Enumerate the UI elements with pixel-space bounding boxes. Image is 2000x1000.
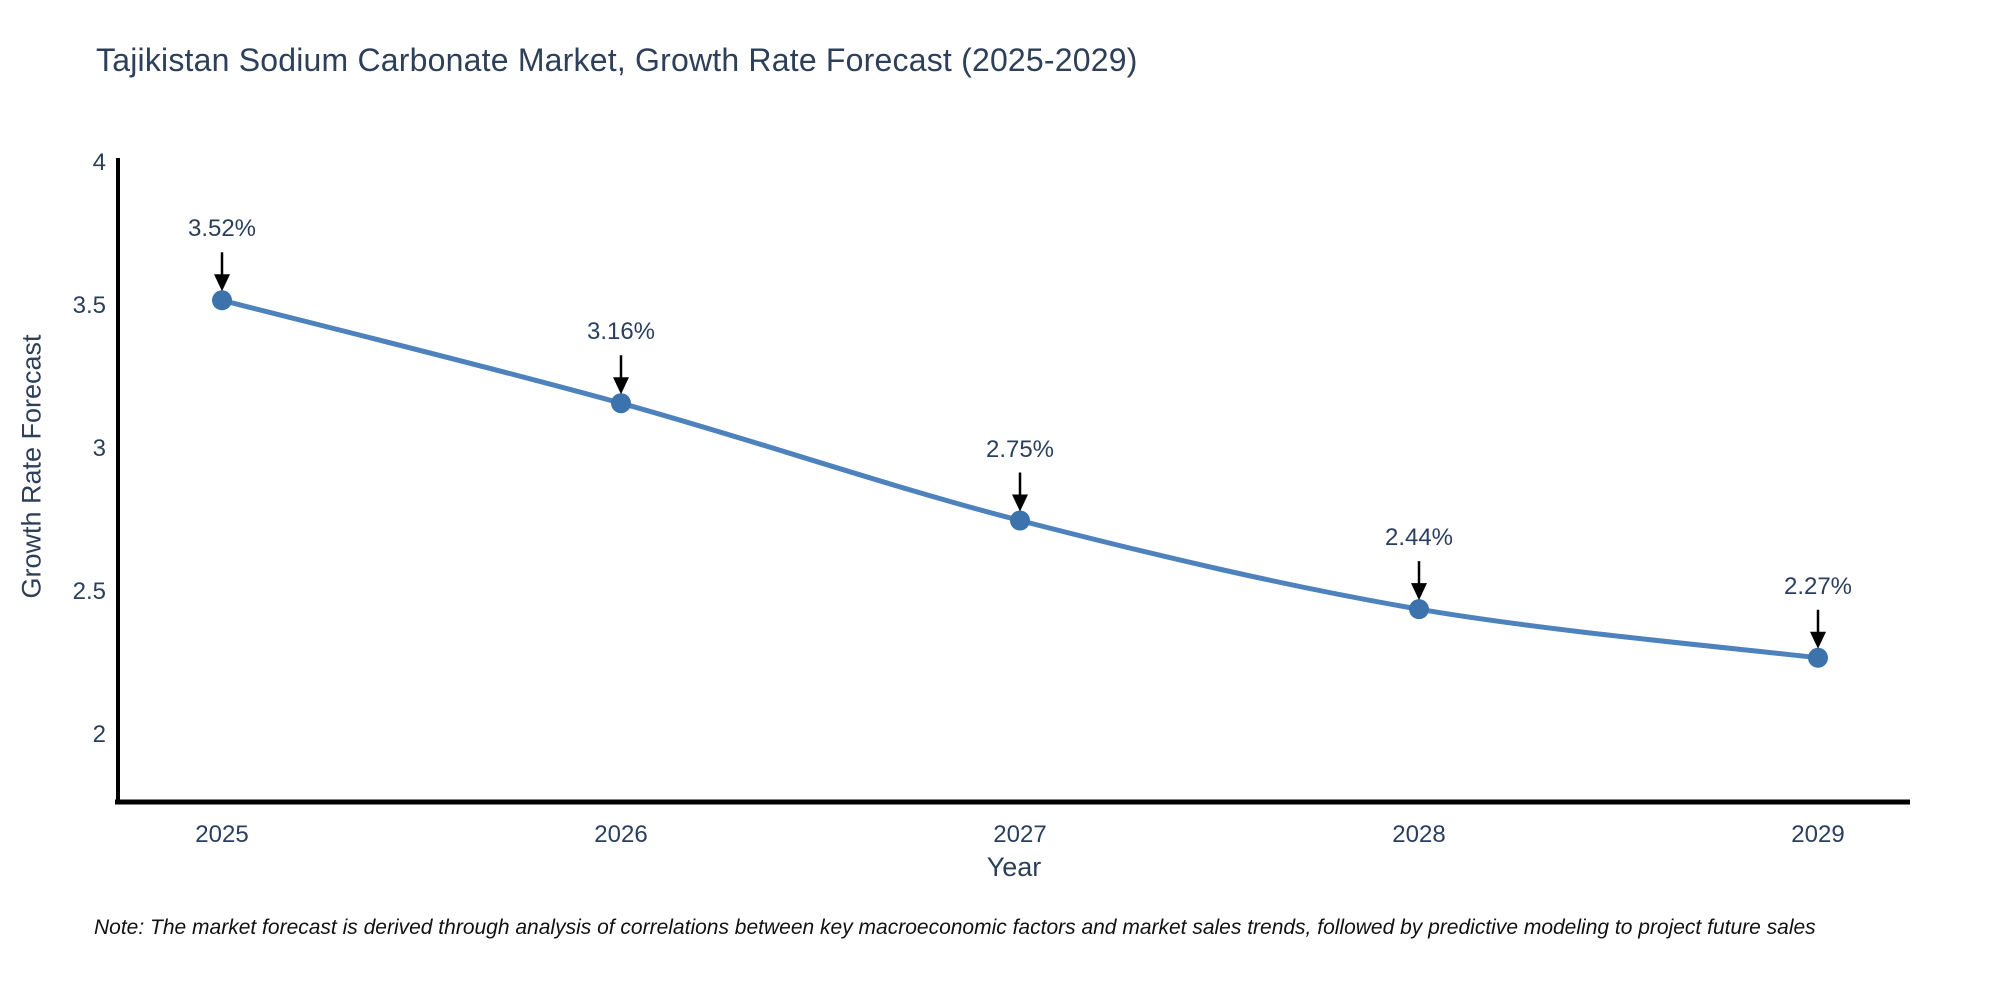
- annotation-arrowhead-icon: [1012, 494, 1028, 512]
- data-point-annotation: 3.16%: [586, 318, 656, 346]
- y-axis-tick-label: 4: [92, 149, 106, 176]
- y-axis-tick-label: 3.5: [72, 292, 106, 319]
- data-point-annotation: 2.27%: [1783, 572, 1853, 600]
- x-axis-tick-label: 2025: [195, 821, 249, 848]
- chart-title: Tajikistan Sodium Carbonate Market, Grow…: [96, 42, 1138, 78]
- data-point-marker: [611, 393, 631, 414]
- data-point-annotation: 2.75%: [985, 435, 1055, 463]
- annotation-arrowhead-icon: [1810, 631, 1826, 649]
- data-point-annotation: 3.52%: [187, 215, 257, 243]
- annotation-arrowhead-icon: [1411, 583, 1427, 601]
- x-axis-tick-label: 2029: [1791, 821, 1845, 848]
- annotation-arrowhead-icon: [613, 377, 629, 395]
- data-point-marker: [1808, 647, 1828, 668]
- data-point-marker: [1409, 599, 1429, 620]
- x-axis-tick-label: 2028: [1392, 821, 1446, 848]
- footnote: Note: The market forecast is derived thr…: [94, 916, 1816, 939]
- data-point-marker: [1010, 510, 1030, 531]
- x-axis-title: Year: [986, 852, 1042, 882]
- y-axis-tick-label: 3: [92, 435, 106, 462]
- annotation-arrowhead-icon: [214, 274, 230, 292]
- x-axis-tick-label: 2026: [594, 821, 648, 848]
- y-axis-tick-label: 2.5: [72, 578, 106, 605]
- y-axis-title: Growth Rate Forecast: [16, 334, 47, 599]
- y-axis-tick-label: 2: [92, 721, 106, 748]
- data-point-annotation: 2.44%: [1384, 524, 1454, 552]
- x-axis-tick-label: 2027: [993, 821, 1047, 848]
- data-point-marker: [212, 290, 232, 311]
